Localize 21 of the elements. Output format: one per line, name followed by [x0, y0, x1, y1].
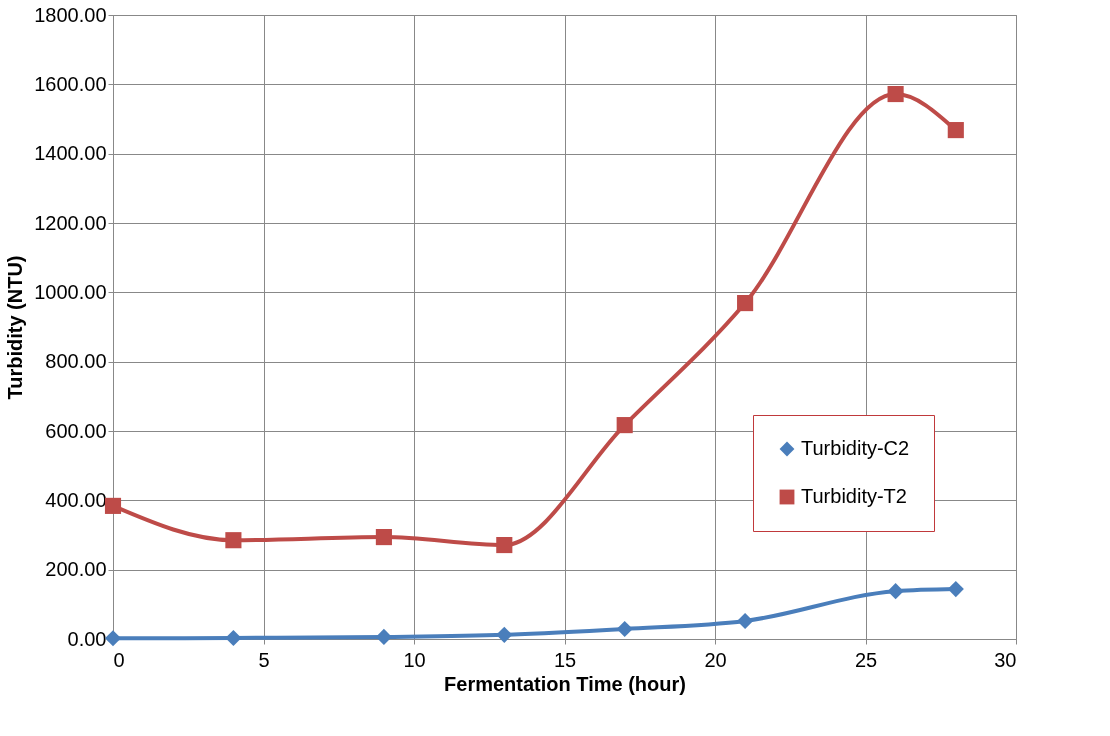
y-axis-title: Turbidity (NTU) [4, 255, 27, 400]
x-tick-label: 25 [854, 648, 878, 671]
legend-label: Turbidity-C2 [801, 437, 910, 459]
y-tick-label: 1600.00 [34, 72, 107, 95]
legend-label: Turbidity-T2 [801, 485, 907, 507]
x-tick-label: 30 [994, 648, 1017, 671]
y-tick-label: 1800.00 [34, 3, 107, 26]
y-tick-label: 0.00 [67, 627, 107, 650]
x-tick-label: 15 [553, 648, 577, 671]
x-tick-label: 20 [704, 648, 727, 671]
x-axis-title: Fermentation Time (hour) [444, 672, 686, 695]
x-tick-label: 5 [258, 648, 270, 671]
y-tick-label: 600.00 [45, 419, 107, 442]
y-tick-label: 1000.00 [34, 280, 107, 303]
y-tick-label: 800.00 [45, 350, 107, 373]
y-tick-label: 200.00 [45, 558, 107, 581]
y-tick-label: 1400.00 [34, 142, 107, 165]
x-tick-label: 10 [403, 648, 426, 671]
y-tick-label: 1200.00 [34, 211, 107, 234]
x-tick-label: 0 [113, 648, 125, 671]
y-tick-label: 400.00 [45, 488, 107, 511]
